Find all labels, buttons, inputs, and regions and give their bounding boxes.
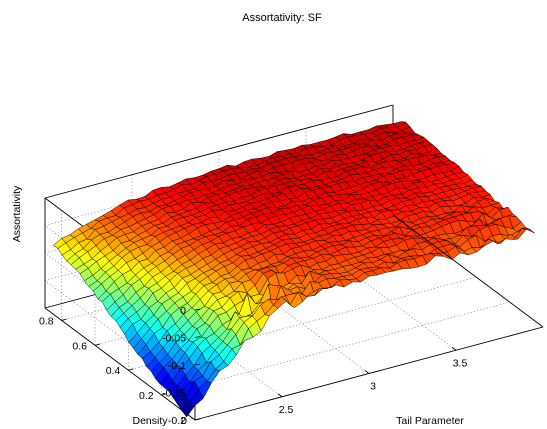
x-tick xyxy=(277,393,283,398)
y-gridline xyxy=(161,301,510,396)
z-tick xyxy=(194,391,201,393)
z-axis-label: Assortativity xyxy=(11,185,23,242)
z-tick xyxy=(194,363,201,366)
z-tick-label: -0.1 xyxy=(168,360,186,372)
y-tick-label: 0 xyxy=(181,415,187,427)
surface-mesh xyxy=(53,121,535,418)
z-tick xyxy=(194,336,201,338)
x-axis-label: Tail Parameter xyxy=(396,415,464,427)
axis-labels: Assortativity: SF Assortativity Density … xyxy=(11,12,467,429)
y-tick xyxy=(194,418,201,421)
x-tick-label: 3.5 xyxy=(453,357,468,369)
axes-edge xyxy=(392,214,544,328)
y-tick xyxy=(128,368,134,371)
y-tick xyxy=(61,318,67,321)
x-tick xyxy=(364,370,370,374)
y-tick-label: 0.6 xyxy=(72,340,87,352)
z-tick xyxy=(194,308,201,311)
axes-edge xyxy=(44,104,394,199)
chart-title: Assortativity: SF xyxy=(242,12,322,24)
y-tick-label: 0.2 xyxy=(139,390,154,402)
surface-facet xyxy=(521,228,535,234)
x-gridline xyxy=(218,261,370,374)
y-axis-label: Density xyxy=(132,415,168,427)
z-tick-label: -0.15 xyxy=(162,388,186,400)
y-gridline xyxy=(128,276,477,371)
x-tick-label: 2.5 xyxy=(279,404,294,416)
axes-edge xyxy=(44,307,196,421)
y-tick-label: 0.8 xyxy=(39,315,54,327)
x-tick xyxy=(451,346,457,351)
x-tick-label: 3 xyxy=(370,381,376,393)
z-tick-label: 0 xyxy=(180,305,186,317)
y-tick xyxy=(94,343,101,346)
x-gridline xyxy=(305,238,457,351)
x-tick-label: 2 xyxy=(196,427,202,429)
x-gridline xyxy=(131,284,283,397)
y-tick xyxy=(161,393,167,396)
y-tick-label: 0.4 xyxy=(106,365,121,377)
z-tick-label: -0.05 xyxy=(162,333,186,345)
axes-box-front xyxy=(61,214,544,421)
z-tick-label: -0.2 xyxy=(168,415,186,427)
x-tick xyxy=(190,416,196,421)
